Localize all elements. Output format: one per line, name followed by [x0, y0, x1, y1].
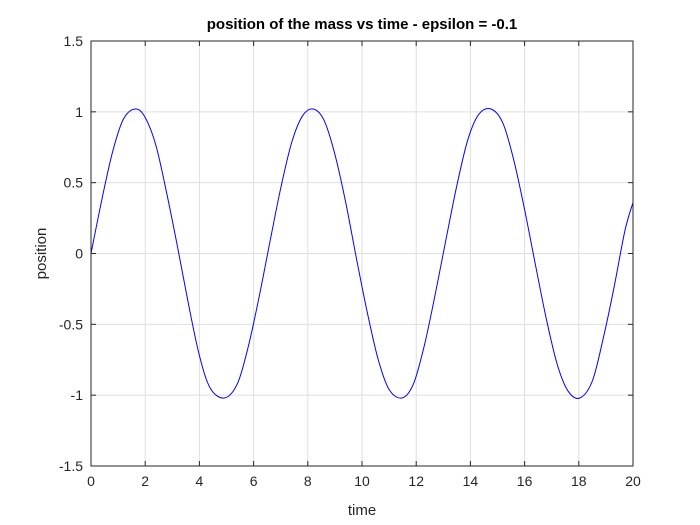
x-axis-label: time	[348, 502, 376, 519]
y-tick-label: 0	[75, 246, 83, 262]
chart-title: position of the mass vs time - epsilon =…	[207, 16, 518, 33]
y-tick-label: -1.5	[59, 458, 83, 474]
x-tick-label: 20	[625, 473, 641, 489]
series-line-0	[90, 108, 634, 399]
x-tick-label: 0	[87, 473, 95, 489]
y-tick-label: -1	[71, 387, 84, 403]
x-tick-label: 8	[304, 473, 312, 489]
y-tick-label: -0.5	[59, 316, 83, 332]
x-tick-label: 6	[250, 473, 258, 489]
y-axis-label: position	[33, 228, 50, 280]
x-tick-label: 2	[141, 473, 149, 489]
tick-marks	[90, 40, 634, 467]
x-tick-labels: 0 2 4 6 8 10 12 14 16 18 20	[87, 473, 641, 489]
x-tick-label: 16	[517, 473, 533, 489]
y-tick-labels: -1.5 -1 -0.5 0 0.5 1 1.5	[59, 33, 83, 474]
y-tick-label: 0.5	[64, 175, 84, 191]
y-tick-label: 1	[75, 104, 83, 120]
y-tick-label: 1.5	[64, 33, 84, 49]
x-tick-label: 18	[571, 473, 587, 489]
x-tick-label: 12	[408, 473, 424, 489]
x-tick-label: 4	[196, 473, 204, 489]
x-tick-label: 10	[354, 473, 370, 489]
x-tick-label: 14	[463, 473, 479, 489]
series-layer	[90, 108, 634, 399]
